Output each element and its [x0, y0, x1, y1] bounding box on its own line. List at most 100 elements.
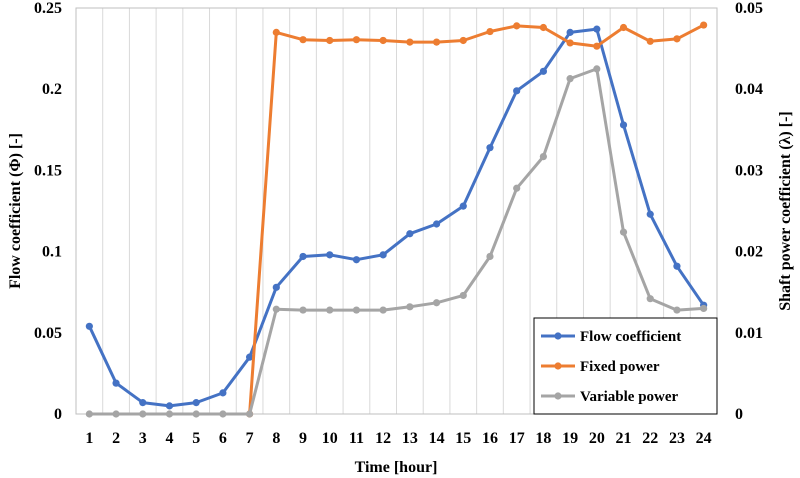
data-point-variable-power — [406, 303, 414, 311]
x-tick-label: 3 — [139, 430, 147, 447]
data-point-variable-power — [165, 410, 174, 418]
data-point-variable-power — [139, 410, 147, 418]
data-point-fixed-power — [673, 35, 681, 43]
series-fixed-power — [246, 21, 708, 418]
y-tick-label: 0 — [54, 406, 62, 423]
data-point-flow-coefficient — [432, 220, 441, 228]
x-tick-label: 22 — [642, 430, 658, 447]
data-point-flow-coefficient — [352, 256, 361, 264]
data-point-flow-coefficient — [459, 202, 467, 210]
data-point-variable-power — [673, 306, 681, 314]
x-axis-title: Time [hour] — [355, 459, 438, 476]
x-tick-label: 7 — [246, 430, 254, 447]
data-point-flow-coefficient — [406, 230, 414, 238]
data-point-flow-coefficient — [272, 283, 280, 291]
data-point-fixed-power — [352, 36, 361, 44]
data-point-flow-coefficient — [673, 262, 681, 270]
x-tick-label: 4 — [165, 430, 173, 447]
data-point-fixed-power — [593, 42, 601, 50]
x-tick-label: 21 — [616, 430, 632, 447]
legend-marker-variable-power — [554, 392, 562, 400]
data-point-flow-coefficient — [646, 210, 654, 218]
left-y-ticks: 0 0.05 0.1 0.15 0.2 0.25 — [34, 0, 62, 423]
data-point-flow-coefficient — [619, 121, 628, 129]
data-point-flow-coefficient — [112, 379, 120, 387]
x-tick-label: 8 — [272, 430, 280, 447]
x-tick-label: 6 — [219, 430, 227, 447]
data-point-variable-power — [192, 410, 200, 418]
y-tick-label: 0.15 — [34, 162, 62, 179]
x-ticks: 1 2 3 4 5 6 7 8 9 10 11 12 13 14 15 16 17 18 19 20 21 22 23 24 — [85, 430, 711, 447]
data-point-variable-power — [539, 152, 547, 161]
data-point-flow-coefficient — [192, 399, 200, 407]
y2-tick-label: 0.03 — [735, 162, 763, 179]
data-point-fixed-power — [513, 22, 521, 30]
data-point-variable-power — [619, 228, 628, 236]
data-point-flow-coefficient — [165, 402, 174, 410]
data-point-fixed-power — [646, 37, 654, 45]
series-variable-power — [85, 65, 708, 418]
data-point-variable-power — [486, 252, 494, 261]
y2-tick-label: 0.04 — [735, 81, 763, 98]
x-tick-label: 14 — [429, 430, 445, 447]
data-point-fixed-power — [459, 36, 467, 45]
series-line-variable-power — [89, 67, 704, 416]
data-point-flow-coefficient — [593, 25, 601, 33]
x-tick-label: 16 — [482, 430, 498, 447]
x-tick-label: 13 — [402, 430, 418, 447]
data-point-flow-coefficient — [486, 144, 494, 152]
series-layer — [85, 21, 708, 418]
x-tick-label: 18 — [535, 430, 551, 447]
data-point-flow-coefficient — [566, 28, 574, 36]
legend-label-flow-coefficient: Flow coefficient — [580, 329, 681, 345]
y2-tick-label: 0.05 — [735, 0, 763, 17]
x-tick-label: 11 — [349, 430, 364, 447]
data-point-flow-coefficient — [299, 252, 307, 261]
data-point-fixed-power — [539, 23, 547, 32]
data-point-variable-power — [432, 299, 441, 307]
series-line-fixed-power — [248, 23, 705, 415]
legend-item-fixed-power: Fixed power — [541, 359, 660, 375]
data-point-variable-power — [246, 410, 254, 418]
data-point-flow-coefficient — [379, 251, 387, 259]
data-point-variable-power — [352, 306, 361, 314]
data-point-flow-coefficient — [85, 322, 93, 330]
x-tick-label: 12 — [375, 430, 391, 447]
right-y-ticks: 0 0.01 0.02 0.03 0.04 0.05 — [735, 0, 763, 423]
y2-tick-label: 0.01 — [735, 325, 763, 342]
data-point-fixed-power — [432, 38, 441, 46]
data-point-variable-power — [513, 184, 521, 192]
plot-area-border — [75, 7, 718, 415]
data-point-variable-power — [459, 291, 467, 300]
legend-label-fixed-power: Fixed power — [580, 359, 660, 375]
x-tick-label: 17 — [509, 430, 525, 447]
data-point-variable-power — [646, 295, 654, 303]
y2-tick-label: 0 — [735, 406, 743, 423]
x-tick-label: 9 — [299, 430, 307, 447]
data-point-flow-coefficient — [219, 389, 227, 397]
right-y-axis-title: Shaft power coefficient (λ) [-] — [777, 111, 794, 311]
x-tick-label: 5 — [192, 430, 200, 447]
data-point-variable-power — [326, 306, 334, 314]
x-tick-label: 23 — [669, 430, 685, 447]
x-tick-label: 10 — [322, 430, 338, 447]
data-point-variable-power — [700, 304, 708, 313]
legend-item-flow-coefficient: Flow coefficient — [541, 329, 681, 345]
data-point-variable-power — [299, 306, 307, 314]
data-point-variable-power — [112, 410, 120, 418]
data-point-variable-power — [219, 410, 227, 418]
data-point-fixed-power — [700, 21, 708, 29]
data-point-fixed-power — [619, 23, 628, 32]
data-point-variable-power — [566, 75, 574, 83]
legend-item-variable-power: Variable power — [541, 389, 679, 405]
x-tick-label: 15 — [455, 430, 471, 447]
left-y-axis-title: Flow coefficient (Φ) [-] — [7, 133, 24, 289]
legend: Flow coefficient Fixed power Variable po… — [533, 317, 718, 415]
data-point-variable-power — [379, 306, 387, 314]
series-flow-coefficient — [85, 25, 708, 410]
data-point-fixed-power — [486, 27, 494, 36]
x-tick-label: 1 — [85, 430, 93, 447]
data-point-flow-coefficient — [326, 251, 334, 259]
data-point-flow-coefficient — [246, 353, 254, 361]
